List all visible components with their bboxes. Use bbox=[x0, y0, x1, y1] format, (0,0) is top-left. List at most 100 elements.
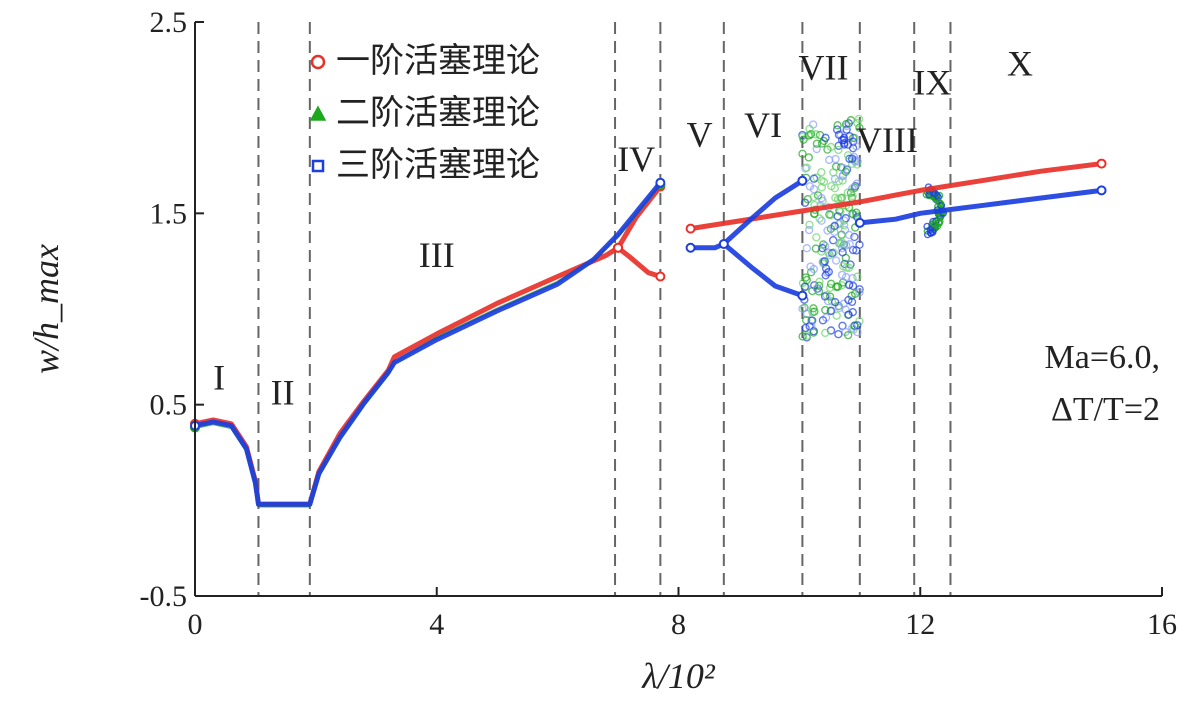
scatter-point bbox=[818, 316, 828, 325]
annotations: Ma=6.0, ΔT/T=2 bbox=[1045, 339, 1161, 428]
scatter-point bbox=[855, 123, 864, 132]
scatter-point bbox=[834, 329, 843, 339]
scatter-point bbox=[810, 307, 819, 316]
scatter-point bbox=[841, 119, 851, 129]
scatter-point bbox=[845, 230, 854, 240]
series-1-point bbox=[1096, 158, 1107, 169]
annotation-1: Ma=6.0, bbox=[1045, 339, 1161, 376]
region-label-V: V bbox=[687, 114, 713, 154]
x-tick-label-16: 16 bbox=[1147, 608, 1177, 641]
series-1-branch-2 bbox=[615, 245, 663, 279]
scatter-point bbox=[831, 154, 840, 164]
region-label-IX: IX bbox=[913, 63, 951, 103]
scatter-point bbox=[855, 316, 864, 326]
region-label-IV: IV bbox=[617, 139, 655, 179]
series-3-point bbox=[854, 217, 865, 228]
scatter-point bbox=[812, 233, 821, 242]
scatter-point bbox=[852, 208, 861, 217]
scatter-point bbox=[855, 240, 864, 249]
annotation-2: ΔT/T=2 bbox=[1051, 391, 1160, 428]
series-3-point bbox=[685, 242, 696, 253]
x-tick-label-0: 0 bbox=[188, 608, 203, 641]
series-3-point bbox=[655, 177, 666, 188]
scatter-point bbox=[837, 135, 847, 145]
scatter-point bbox=[817, 176, 826, 185]
scatter-point bbox=[826, 279, 836, 289]
scatter-point bbox=[837, 270, 847, 280]
scatter-point bbox=[832, 125, 842, 134]
scatter-point bbox=[811, 130, 821, 139]
scatter-point bbox=[821, 328, 830, 338]
scatter-point bbox=[805, 220, 814, 230]
scatter-point bbox=[853, 272, 862, 281]
scatter-point bbox=[802, 243, 812, 253]
legend-marker-triangle bbox=[309, 105, 327, 121]
scatter-point bbox=[817, 216, 826, 225]
region-label-VII: VII bbox=[799, 47, 849, 87]
scatter-point bbox=[937, 200, 945, 208]
scatter-point bbox=[820, 257, 829, 266]
series-3-point bbox=[1096, 185, 1107, 196]
scatter-point bbox=[848, 273, 857, 283]
legend-marker-circle bbox=[310, 54, 326, 70]
scatter-point bbox=[806, 262, 815, 271]
scatter-point bbox=[838, 176, 847, 185]
region-boundaries bbox=[257, 22, 952, 596]
scatter-point bbox=[809, 192, 819, 202]
y-tick-label--0.5: -0.5 bbox=[140, 580, 188, 613]
scatter-point bbox=[798, 304, 807, 313]
scatter-point bbox=[854, 114, 864, 124]
scatter-point bbox=[844, 310, 853, 319]
scatter-point bbox=[855, 288, 864, 297]
scatter-point bbox=[812, 144, 821, 154]
scatter-point bbox=[840, 225, 850, 235]
region-label-I: I bbox=[213, 357, 225, 397]
legend-label-2: 二阶活塞理论 bbox=[336, 93, 540, 133]
scatter-point bbox=[833, 121, 842, 130]
series-3-branch-1 bbox=[192, 180, 663, 507]
scatter-point bbox=[831, 193, 840, 202]
scatter-point bbox=[818, 243, 827, 253]
series-1-point bbox=[613, 242, 624, 253]
scatter-point bbox=[843, 330, 853, 340]
scatter-point bbox=[820, 292, 830, 301]
scatter-point bbox=[834, 145, 843, 155]
y-tick-label-0.5: 0.5 bbox=[150, 389, 188, 422]
scatter-point bbox=[802, 163, 811, 172]
series-3-branch-4 bbox=[857, 187, 1105, 226]
scatter-point bbox=[834, 219, 844, 229]
scatter-point bbox=[838, 248, 847, 257]
series-3-branch-2 bbox=[688, 178, 805, 251]
scatter-point bbox=[830, 297, 840, 307]
scatter-point bbox=[844, 263, 854, 272]
scatter-point bbox=[805, 124, 814, 134]
y-axis-label: w/h_max bbox=[26, 244, 66, 374]
region-label-X: X bbox=[1007, 44, 1033, 84]
scatter-point bbox=[825, 283, 835, 293]
legend-marker-square bbox=[311, 159, 325, 173]
scatter-point bbox=[933, 222, 942, 230]
scatter-point bbox=[800, 282, 810, 291]
scatter-point bbox=[815, 277, 824, 286]
scatter-point bbox=[808, 286, 817, 296]
scatter-point bbox=[830, 184, 840, 193]
x-axis-label: λ/10² bbox=[641, 656, 716, 696]
scatter-point bbox=[821, 305, 830, 315]
scatter-point bbox=[826, 142, 836, 152]
scatter-point bbox=[825, 292, 835, 301]
scatter-point bbox=[825, 210, 834, 219]
legend-label-1: 一阶活塞理论 bbox=[336, 41, 540, 81]
scatter-point bbox=[833, 212, 842, 221]
scatter-point bbox=[852, 142, 861, 151]
scatter-point bbox=[809, 304, 818, 313]
scatter-point bbox=[832, 311, 841, 320]
scatter-point bbox=[806, 129, 816, 139]
scatter-point bbox=[807, 321, 816, 331]
x-tick-label-12: 12 bbox=[905, 608, 935, 641]
scatter-point bbox=[804, 153, 813, 162]
scatter-point bbox=[821, 133, 830, 143]
scatter-point bbox=[848, 191, 857, 201]
scatter-point bbox=[817, 168, 826, 177]
series-layer bbox=[190, 158, 1107, 508]
